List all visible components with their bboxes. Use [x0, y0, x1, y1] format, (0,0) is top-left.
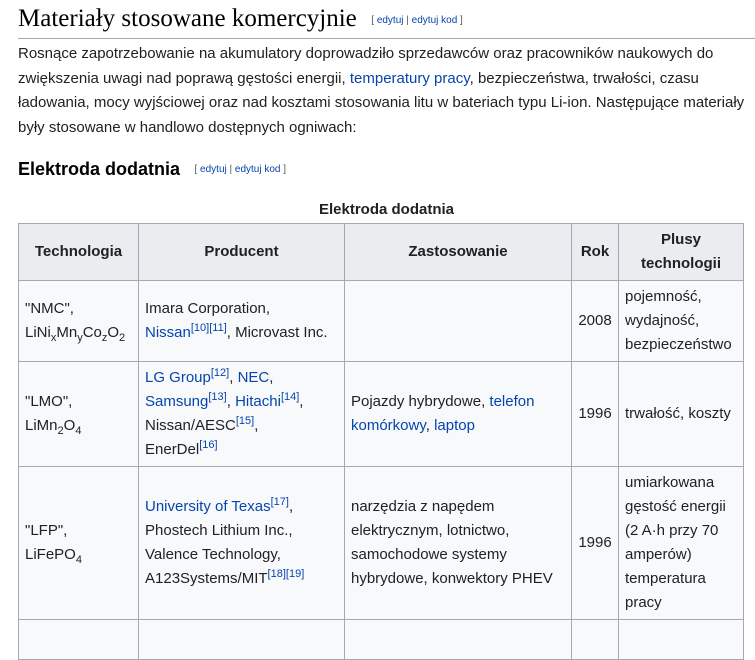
section-title: Materiały stosowane komercyjnie	[18, 5, 357, 32]
ref-link[interactable]: [12]	[210, 367, 230, 379]
section-edit-links: [ edytuj | edytuj kod ]	[371, 15, 463, 26]
producer-text: EnerDel	[145, 441, 200, 458]
producer-text: A123Systems/MIT	[145, 570, 268, 587]
header-usage: Zastosowanie	[344, 223, 572, 281]
producer-link-nec[interactable]: NEC	[237, 369, 270, 386]
producer-text: Nissan/AESC	[145, 417, 236, 434]
chemical-formula: LiMn2O4	[25, 417, 82, 437]
paragraph-text-2: , bezpieczeństwa, trwałości, czasu ładow…	[18, 69, 745, 136]
edit-bracket-close: ]	[283, 164, 287, 175]
edit-separator: |	[406, 15, 409, 26]
cell-year: 1996	[571, 466, 619, 620]
producer-link-ut[interactable]: University of Texas	[145, 498, 271, 515]
temperature-link[interactable]: temperatury pracy	[349, 69, 470, 87]
producer-text: Valence Technology,	[145, 546, 281, 563]
tech-name: "LFP",	[25, 522, 68, 539]
table-header-row: Technologia Producent Zastosowanie Rok P…	[18, 223, 744, 281]
ref-link[interactable]: [19]	[285, 568, 305, 580]
table-caption: Elektroda dodatnia	[318, 201, 455, 218]
chemical-formula: LiFePO4	[25, 546, 82, 566]
cathode-table: Technologia Producent Zastosowanie Rok P…	[18, 223, 744, 660]
ref-link[interactable]: [15]	[235, 415, 255, 427]
ref-link[interactable]: [13]	[208, 391, 227, 403]
cell-technology: "LFP", LiFePO4	[18, 466, 139, 620]
subsection-heading: Elektroda dodatnia [ edytuj | edytuj kod…	[18, 157, 286, 181]
producer-link-lg[interactable]: LG Group	[145, 369, 211, 386]
header-technology: Technologia	[18, 223, 139, 281]
cell-usage: narzędzia z napędem elektrycznym, lotnic…	[344, 466, 572, 620]
edit-link[interactable]: edytuj	[376, 15, 404, 26]
usage-link-phone[interactable]: telefon komórkowy	[351, 393, 535, 434]
cell-empty	[571, 619, 619, 660]
edit-bracket-open: [	[371, 15, 375, 26]
cell-empty	[344, 619, 572, 660]
cell-year: 1996	[571, 361, 619, 467]
usage-text: Pojazdy hybrydowe,	[351, 393, 490, 410]
header-producer: Producent	[138, 223, 345, 281]
cell-producer: LG Group[12], NEC, Samsung[13], Hitachi[1…	[138, 361, 345, 467]
header-year: Rok	[571, 223, 619, 281]
section-heading: Materiały stosowane komercyjnie [ edytuj…	[18, 2, 755, 39]
edit-code-link[interactable]: edytuj kod	[411, 15, 458, 26]
cell-empty	[138, 619, 345, 660]
ref-link[interactable]: [10]	[190, 322, 210, 334]
producer-text: Imara Corporation,	[145, 300, 271, 317]
cell-plus: umiarkowana gęstość energii (2 A·h przy …	[618, 466, 744, 620]
edit-bracket-open: [	[194, 164, 198, 175]
cell-usage: Pojazdy hybrydowe, telefon komórkowy, la…	[344, 361, 572, 467]
cell-technology: "LMO", LiMn2O4	[18, 361, 139, 467]
producer-link-samsung[interactable]: Samsung	[145, 393, 209, 410]
table-row-lmo: "LMO", LiMn2O4 LG Group[12], NEC, Samsung[…	[18, 361, 744, 467]
intro-paragraph: Rosnące zapotrzebowanie na akumulatory d…	[18, 42, 748, 140]
ref-link[interactable]: [17]	[270, 496, 289, 508]
cell-empty	[18, 619, 139, 660]
ref-link[interactable]: [18]	[267, 568, 286, 580]
cell-producer: Imara Corporation, Nissan[10][11], Microv…	[138, 280, 345, 362]
producer-text: Phostech Lithium Inc.,	[145, 522, 293, 539]
table-row-nmc: "NMC", LiNixMnyCozO2 Imara Corporation, Ni…	[18, 280, 744, 362]
subsection-title: Elektroda dodatnia	[18, 159, 181, 179]
table-row-lfp: "LFP", LiFePO4 University of Texas[17], Ph…	[18, 466, 744, 620]
cell-year: 2008	[571, 280, 619, 362]
cell-plus: trwałość, koszty	[618, 361, 744, 467]
edit-bracket-close: ]	[460, 15, 463, 26]
cell-plus: pojemność, wydajność, bezpieczeństwo	[618, 280, 744, 362]
table-row-partial	[18, 619, 744, 660]
producer-text: , Microvast Inc.	[226, 324, 328, 341]
ref-link[interactable]: [14]	[280, 391, 300, 403]
usage-link-laptop[interactable]: laptop	[434, 417, 475, 434]
tech-name: "LMO",	[25, 393, 73, 410]
subsection-edit-links: [ edytuj | edytuj kod ]	[194, 164, 286, 175]
edit-link[interactable]: edytuj	[200, 164, 227, 175]
ref-link[interactable]: [16]	[199, 439, 218, 451]
paragraph-text-1: Rosnące zapotrzebowanie na akumulatory d…	[18, 45, 714, 87]
ref-link[interactable]: [11]	[209, 322, 227, 334]
tech-name: "NMC",	[25, 300, 74, 317]
header-plus: Plusy technologii	[618, 223, 744, 281]
cell-technology: "NMC", LiNixMnyCozO2	[18, 280, 139, 362]
edit-code-link[interactable]: edytuj kod	[234, 164, 281, 175]
cell-usage	[344, 280, 572, 362]
edit-separator: |	[229, 164, 233, 175]
producer-link-hitachi[interactable]: Hitachi	[235, 393, 281, 410]
chemical-formula: LiNixMnyCozO2	[25, 324, 126, 344]
cell-producer: University of Texas[17], Phostech Lithium…	[138, 466, 345, 620]
cell-empty	[618, 619, 744, 660]
producer-link-nissan[interactable]: Nissan	[145, 324, 191, 341]
